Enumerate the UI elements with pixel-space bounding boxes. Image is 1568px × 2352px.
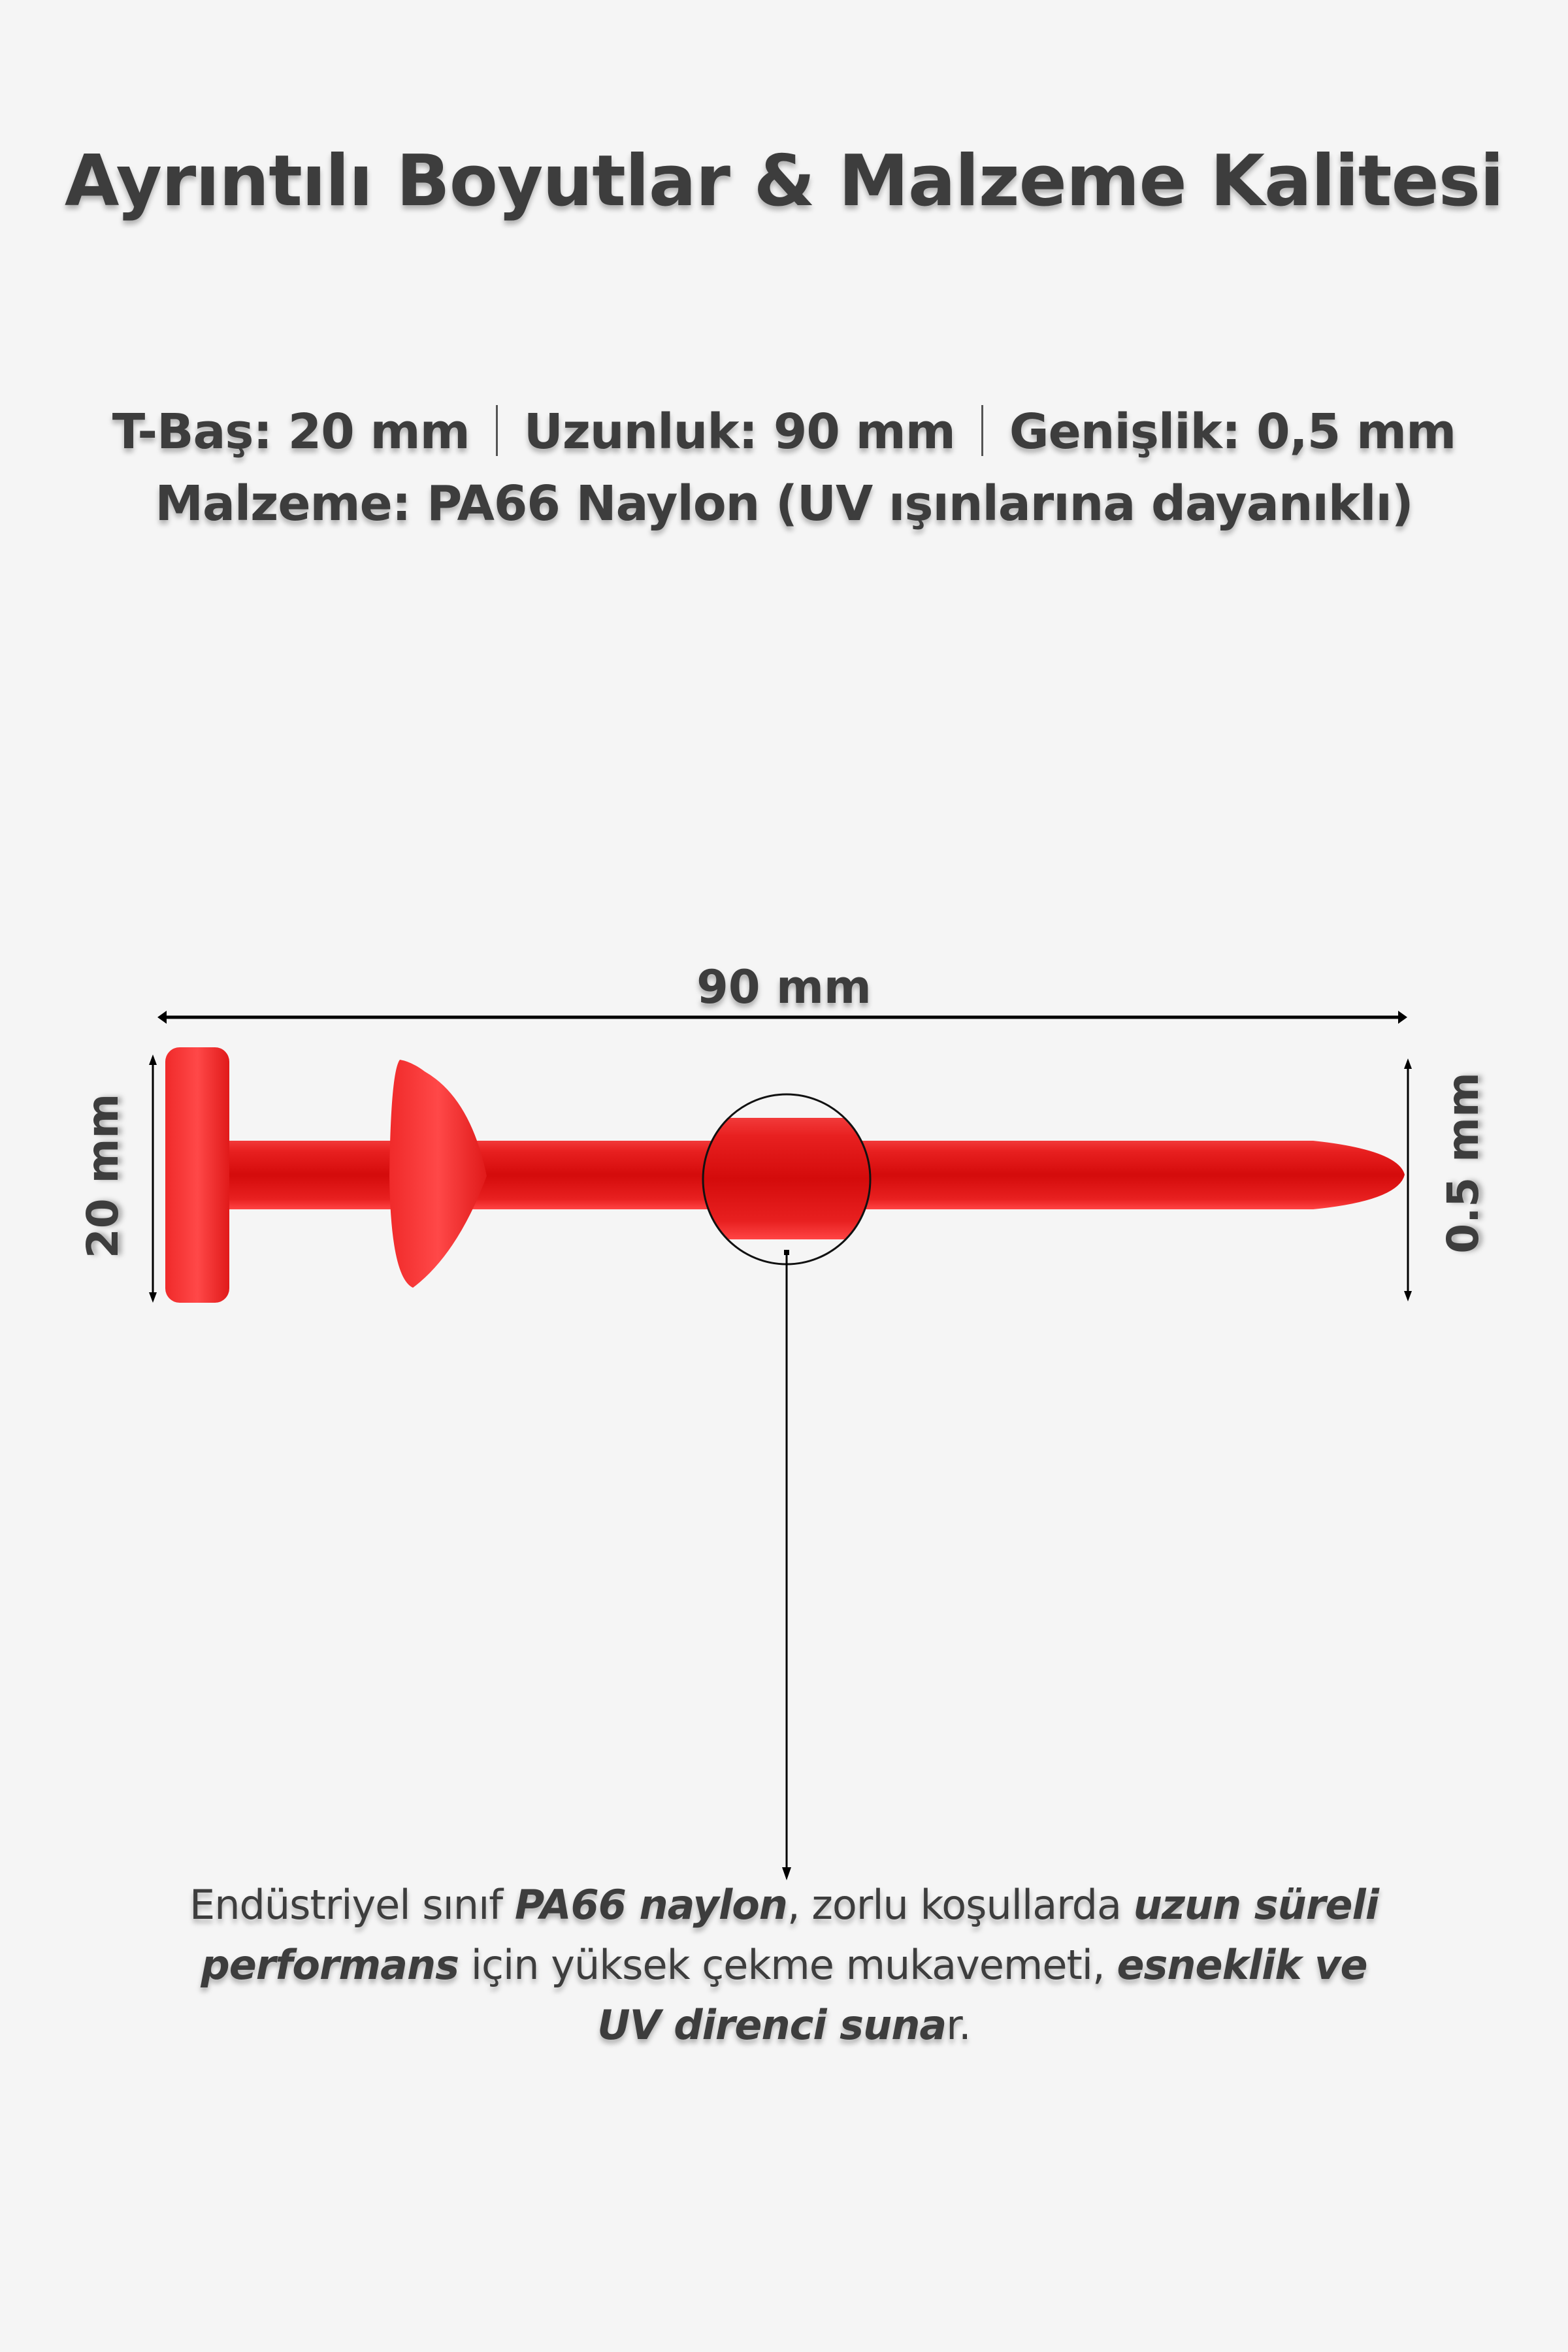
body-text: için yüksek çekme mukavemeti,	[459, 1941, 1117, 1989]
nail-flange	[389, 1060, 487, 1288]
body-text: r.	[946, 2001, 972, 2049]
description-line-3: UV direnci sunar.	[98, 1995, 1470, 2055]
head-label: 20 mm	[78, 1094, 128, 1258]
width-dimension-arrow	[1404, 1058, 1412, 1301]
emphasis-text: uzun süreli	[1133, 1881, 1379, 1929]
spec-length: Uzunluk: 90 mm	[523, 404, 956, 460]
magnified-section	[703, 1118, 870, 1239]
spec-t-head: T-Baş: 20 mm	[112, 404, 470, 460]
body-text: , zorlu koşullarda	[787, 1881, 1134, 1929]
length-label: 90 mm	[696, 960, 872, 1014]
leader-line	[782, 1250, 791, 1880]
nail-t-head	[165, 1047, 229, 1303]
divider	[981, 405, 983, 456]
spec-material: Malzeme: PA66 Naylon (UV ışınlarına daya…	[155, 476, 1413, 532]
spec-line-dimensions: T-Baş: 20 mm Uzunluk: 90 mm Genişlik: 0,5 …	[0, 404, 1568, 460]
head-dimension-arrow	[149, 1054, 157, 1303]
divider	[495, 405, 498, 456]
description-line-2: performans için yüksek çekme mukavemeti,…	[98, 1935, 1470, 1995]
length-dimension-arrow	[157, 1011, 1407, 1024]
spec-width: Genişlik: 0,5 mm	[1009, 404, 1456, 460]
page-title: Ayrıntılı Boyutlar & Malzeme Kalitesi	[64, 140, 1504, 222]
emphasis-text: PA66 naylon	[514, 1881, 788, 1929]
width-label: 0.5 mm	[1438, 1072, 1488, 1253]
emphasis-text: UV direnci suna	[597, 2001, 947, 2049]
material-description: Endüstriyel sınıf PA66 naylon, zorlu koş…	[98, 1875, 1470, 2055]
emphasis-text: performans	[201, 1941, 459, 1989]
description-line-1: Endüstriyel sınıf PA66 naylon, zorlu koş…	[98, 1875, 1470, 1935]
body-text: Endüstriyel sınıf	[189, 1881, 515, 1929]
emphasis-text: esneklik ve	[1117, 1941, 1367, 1989]
